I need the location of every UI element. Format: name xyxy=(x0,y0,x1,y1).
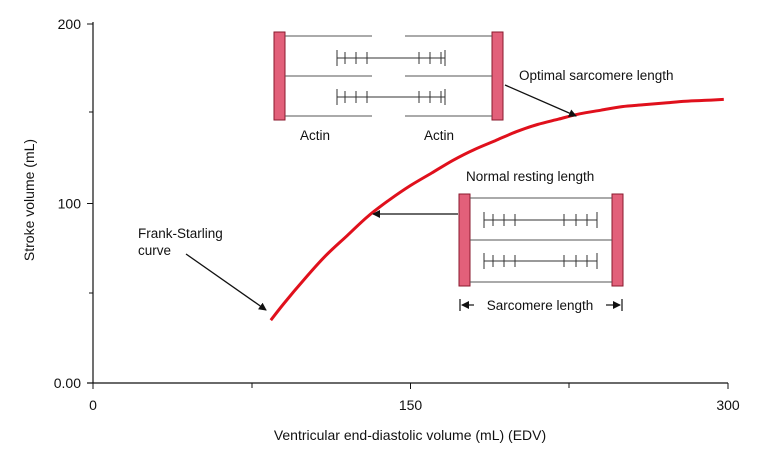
z-disc-right xyxy=(611,193,624,287)
y-tick-label: 0.00 xyxy=(54,375,81,391)
x-tick-label: 150 xyxy=(399,397,423,413)
y-tick-label: 200 xyxy=(58,16,82,32)
frank-starling-arrow xyxy=(185,253,267,311)
y-axis-label: Stroke volume (mL) xyxy=(21,139,37,261)
optimal-arrow xyxy=(504,84,577,117)
myosin-filament xyxy=(336,89,446,105)
normal-resting-label: Normal resting length xyxy=(466,169,594,184)
actin-label-left: Actin xyxy=(300,128,330,143)
frank-starling-label-line2: curve xyxy=(138,243,171,258)
z-disc-right xyxy=(491,31,504,121)
axes xyxy=(87,22,728,388)
x-axis-label: Ventricular end-diastolic volume (mL) (E… xyxy=(274,427,546,443)
myosin-filament xyxy=(483,253,598,269)
frank-starling-label-line1: Frank-Starling xyxy=(138,226,223,241)
z-disc-left xyxy=(273,31,286,121)
sarcomere-optimal-diagram: Actin Actin xyxy=(273,31,504,143)
y-tick-label: 100 xyxy=(58,196,82,212)
optimal-sarcomere-label: Optimal sarcomere length xyxy=(519,68,674,83)
z-disc-left xyxy=(458,193,471,287)
actin-label-right: Actin xyxy=(424,128,454,143)
x-ticks: 0 150 300 xyxy=(89,383,740,413)
myosin-filament xyxy=(483,212,598,228)
sarcomere-length-label: Sarcomere length xyxy=(487,298,594,313)
sarcomere-normal-diagram: Sarcomere length xyxy=(458,193,624,313)
x-tick-label: 300 xyxy=(716,397,740,413)
y-ticks: 0.00 100 200 xyxy=(54,16,93,391)
myosin-filament xyxy=(336,50,446,66)
x-tick-label: 0 xyxy=(89,397,97,413)
frank-starling-curve xyxy=(269,97,724,322)
